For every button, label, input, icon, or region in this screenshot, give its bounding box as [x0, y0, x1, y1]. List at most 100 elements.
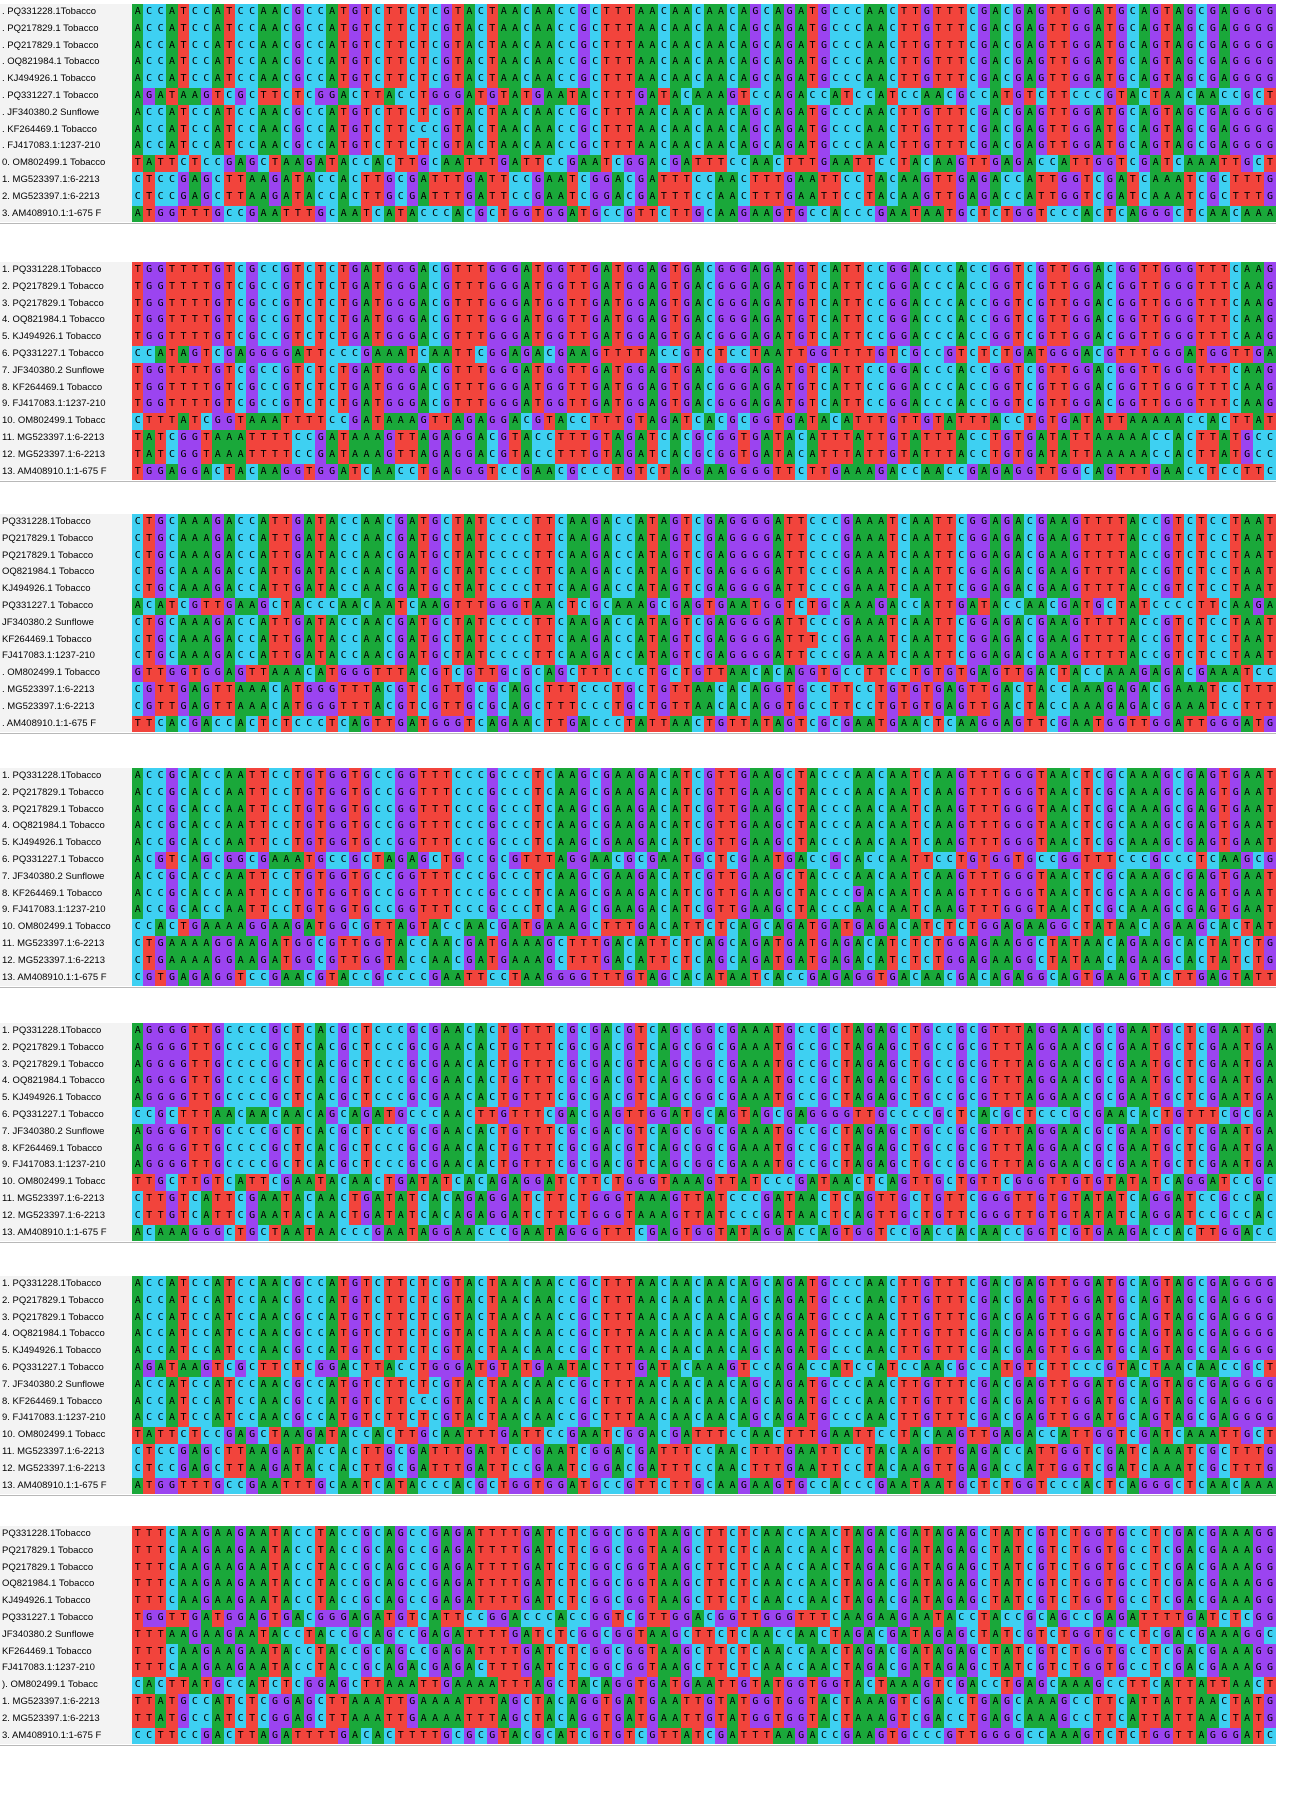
base-cell: T [1241, 413, 1253, 430]
base-cell: C [429, 278, 441, 296]
sequence-label[interactable]: 12. MG523397.1:6-2213 [2, 448, 105, 460]
sequence-label[interactable]: 13. AM408910.1:1-675 F [2, 971, 107, 983]
sequence-label[interactable]: 12. MG523397.1:6-2213 [2, 954, 105, 966]
sequence-label[interactable]: JF340380.2 Sunflowe [2, 616, 94, 628]
sequence-label[interactable]: 4. OQ821984.1 Tobacco [2, 820, 105, 832]
sequence-label[interactable]: PQ217829.1 Tobacco [2, 532, 94, 544]
base-cell: T [200, 430, 213, 447]
base-cell: G [498, 379, 510, 397]
base-cell: G [1241, 121, 1253, 139]
sequence-label[interactable]: . MG523397.1:6-2213 [2, 700, 95, 712]
sequence-label[interactable]: 4. OQ821984.1 Tobacco [2, 314, 105, 326]
base-cell: C [1172, 852, 1185, 869]
sequence-label[interactable]: PQ331227.1 Tobacco [2, 600, 94, 611]
base-cell: G [555, 665, 567, 682]
sequence-label[interactable]: . AM408910.1:1-675 F [2, 717, 97, 729]
sequence-label[interactable]: 3. AM408910.1:1-675 F [2, 207, 102, 219]
sequence-label[interactable]: . PQ217829.1 Tobacco [2, 22, 99, 34]
base-cell: T [932, 564, 945, 582]
base-cell: T [886, 88, 899, 105]
base-cell: T [806, 396, 819, 414]
base-cell: T [395, 54, 407, 72]
base-cell: A [1138, 885, 1150, 903]
base-cell: C [429, 205, 441, 223]
sequence-label[interactable]: KJ494926.1 Tobacco [2, 583, 91, 595]
sequence-label[interactable]: OQ821984.1 Tobacco [2, 566, 95, 578]
sequence-label[interactable]: . PQ331227.1 Tobacco [2, 90, 99, 101]
base-cell: C [806, 581, 819, 598]
base-cell: T [223, 172, 235, 189]
sequence-label[interactable]: 1. PQ331228.1Tobacco [2, 770, 102, 781]
base-cell: A [749, 698, 762, 716]
sequence-label[interactable]: 13. AM408910.1:1-675 F [2, 465, 107, 477]
sequence-label[interactable]: . OQ821984.1 Tobacco [2, 56, 100, 68]
sequence-label[interactable]: 9. FJ417083.1:1237-210 [2, 398, 106, 410]
sequence-label[interactable]: . FJ417083.1:1237-210 [2, 140, 101, 152]
sequence-label[interactable]: 3. PQ217829.1 Tobacco [2, 803, 104, 815]
base-cell: T [1115, 346, 1128, 363]
base-cell: C [1047, 155, 1059, 172]
base-cell: G [635, 784, 647, 802]
sequence-label[interactable]: . KJ494926.1 Tobacco [2, 73, 96, 85]
sequence-label[interactable]: PQ217829.1 Tobacco [2, 549, 94, 561]
base-cell: C [612, 665, 624, 682]
base-cell: A [852, 598, 864, 615]
sequence-label[interactable]: 6. PQ331227.1 Tobacco [2, 854, 104, 865]
sequence-label[interactable]: . OM802499.1 Tobacco [2, 667, 101, 679]
sequence-label[interactable]: 0. OM802499.1 Tobacco [2, 157, 106, 169]
sequence-label[interactable]: . KF264469.1 Tobacco [2, 123, 97, 135]
sequence-label[interactable]: 11. MG523397.1:6-2213 [2, 938, 105, 949]
sequence-label[interactable]: 1. PQ331228.1Tobacco [2, 264, 102, 275]
sequence-label[interactable]: 1. MG523397.1:6-2213 [2, 174, 100, 185]
sequence-label[interactable]: 8. KF264469.1 Tobacco [2, 887, 103, 899]
base-cell: C [864, 205, 876, 223]
sequence-label[interactable]: 11. MG523397.1:6-2213 [2, 432, 105, 443]
sequence-label[interactable]: KF264469.1 Tobacco [2, 633, 92, 645]
sequence-label[interactable]: 8. KF264469.1 Tobacco [2, 381, 103, 393]
sequence-label[interactable]: 5. KJ494926.1 Tobacco [2, 331, 102, 343]
base-cell: T [600, 121, 613, 139]
base-cell: T [440, 698, 453, 716]
base-cell: G [337, 919, 350, 936]
sequence-label[interactable]: 2. PQ217829.1 Tobacco [2, 280, 104, 292]
sequence-label[interactable]: . MG523397.1:6-2213 [2, 684, 95, 695]
sequence-label[interactable]: PQ331228.1Tobacco [2, 516, 91, 527]
base-cell: G [349, 278, 361, 296]
base-cell: G [966, 852, 979, 869]
base-cell: A [257, 4, 270, 21]
sequence-label[interactable]: . PQ331228.1Tobacco [2, 6, 97, 17]
sequence-label[interactable]: 5. KJ494926.1 Tobacco [2, 837, 102, 849]
base-cell: T [978, 902, 990, 920]
sequence-label[interactable]: 7. JF340380.2 Sunflowe [2, 870, 105, 882]
sequence-label[interactable]: 3. PQ217829.1 Tobacco [2, 297, 104, 309]
sequence-label[interactable]: 10. OM802499.1 Tobacco [2, 921, 111, 933]
base-cell: A [703, 413, 716, 430]
sequence-label[interactable]: FJ417083.1:1237-210 [2, 650, 95, 662]
base-cell: T [166, 682, 178, 699]
base-cell: G [738, 614, 750, 632]
base-cell: G [1024, 784, 1036, 802]
base-cell: A [1172, 104, 1185, 122]
sequence-label[interactable]: 2. PQ217829.1 Tobacco [2, 786, 104, 798]
sequence-label[interactable]: 9. FJ417083.1:1237-210 [2, 904, 106, 916]
base-cell: T [646, 631, 659, 649]
base-cell: G [486, 682, 498, 699]
sequence-label[interactable]: 2. MG523397.1:6-2213 [2, 190, 100, 202]
base-cell: T [795, 530, 807, 548]
base-cell: C [1184, 530, 1196, 548]
base-cell: A [600, 362, 613, 380]
sequence-label[interactable]: . PQ217829.1 Tobacco [2, 39, 99, 51]
base-cell: G [978, 71, 990, 88]
sequence-label[interactable]: 6. PQ331227.1 Tobacco [2, 348, 104, 359]
sequence-label[interactable]: 7. JF340380.2 Sunflowe [2, 364, 105, 376]
base-cell: C [1001, 4, 1013, 21]
base-cell: C [1230, 88, 1242, 105]
sequence-label[interactable]: 10. OM802499.1 Tobacc [2, 415, 106, 427]
base-cell: T [257, 835, 270, 852]
sequence-label[interactable]: . JF340380.2 Sunflowe [2, 106, 100, 118]
base-cell: T [1172, 564, 1185, 582]
base-cell: C [154, 902, 167, 920]
base-cell: C [898, 665, 910, 682]
base-cell: G [1069, 581, 1082, 598]
base-cell: G [360, 885, 373, 903]
